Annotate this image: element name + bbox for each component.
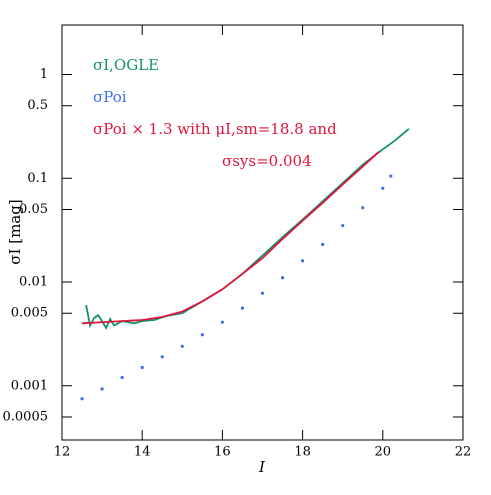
x-tick-label: 20 xyxy=(375,445,392,460)
data-point xyxy=(389,174,393,178)
annotation: σsys=0.004 xyxy=(222,152,312,170)
y-tick-label: 0.5 xyxy=(27,98,48,113)
y-tick-label: 0.005 xyxy=(11,306,48,321)
legend-entry: σI,OGLE xyxy=(93,56,159,74)
data-point xyxy=(180,344,184,348)
data-point xyxy=(140,365,144,370)
data-point xyxy=(220,320,224,324)
x-axis-label: I xyxy=(258,458,266,476)
data-line xyxy=(81,151,380,325)
data-point xyxy=(100,387,104,391)
y-tick-label: 0.0005 xyxy=(3,409,49,424)
data-point xyxy=(361,206,365,210)
data-point xyxy=(341,223,345,228)
y-axis-label: σI [mag] xyxy=(6,199,24,264)
data-point xyxy=(80,397,84,401)
x-tick-label: 18 xyxy=(294,445,311,460)
x-tick-label: 22 xyxy=(455,445,472,460)
x-tick-label: 14 xyxy=(134,445,151,460)
x-tick-label: 16 xyxy=(214,445,231,460)
y-tick-label: 0.001 xyxy=(11,378,48,393)
data-point xyxy=(321,242,325,247)
legend-entry: σPoi × 1.3 with μI,sm=18.8 and xyxy=(93,120,337,138)
x-tick-label: 12 xyxy=(54,445,71,460)
data-point xyxy=(260,291,265,295)
data-point xyxy=(240,306,245,310)
data-point xyxy=(301,259,305,263)
data-point xyxy=(381,186,385,190)
data-point xyxy=(200,333,204,337)
plot-frame xyxy=(61,24,464,441)
y-tick-label: 0.01 xyxy=(19,275,48,290)
data-point xyxy=(280,276,285,280)
y-tick-label: 0.05 xyxy=(19,202,48,217)
y-tick-label: 0.1 xyxy=(27,171,48,186)
y-tick-label: 1 xyxy=(40,67,48,82)
legend-entry: σPoi xyxy=(93,88,127,106)
data-point xyxy=(160,355,164,359)
data-point xyxy=(120,375,124,380)
